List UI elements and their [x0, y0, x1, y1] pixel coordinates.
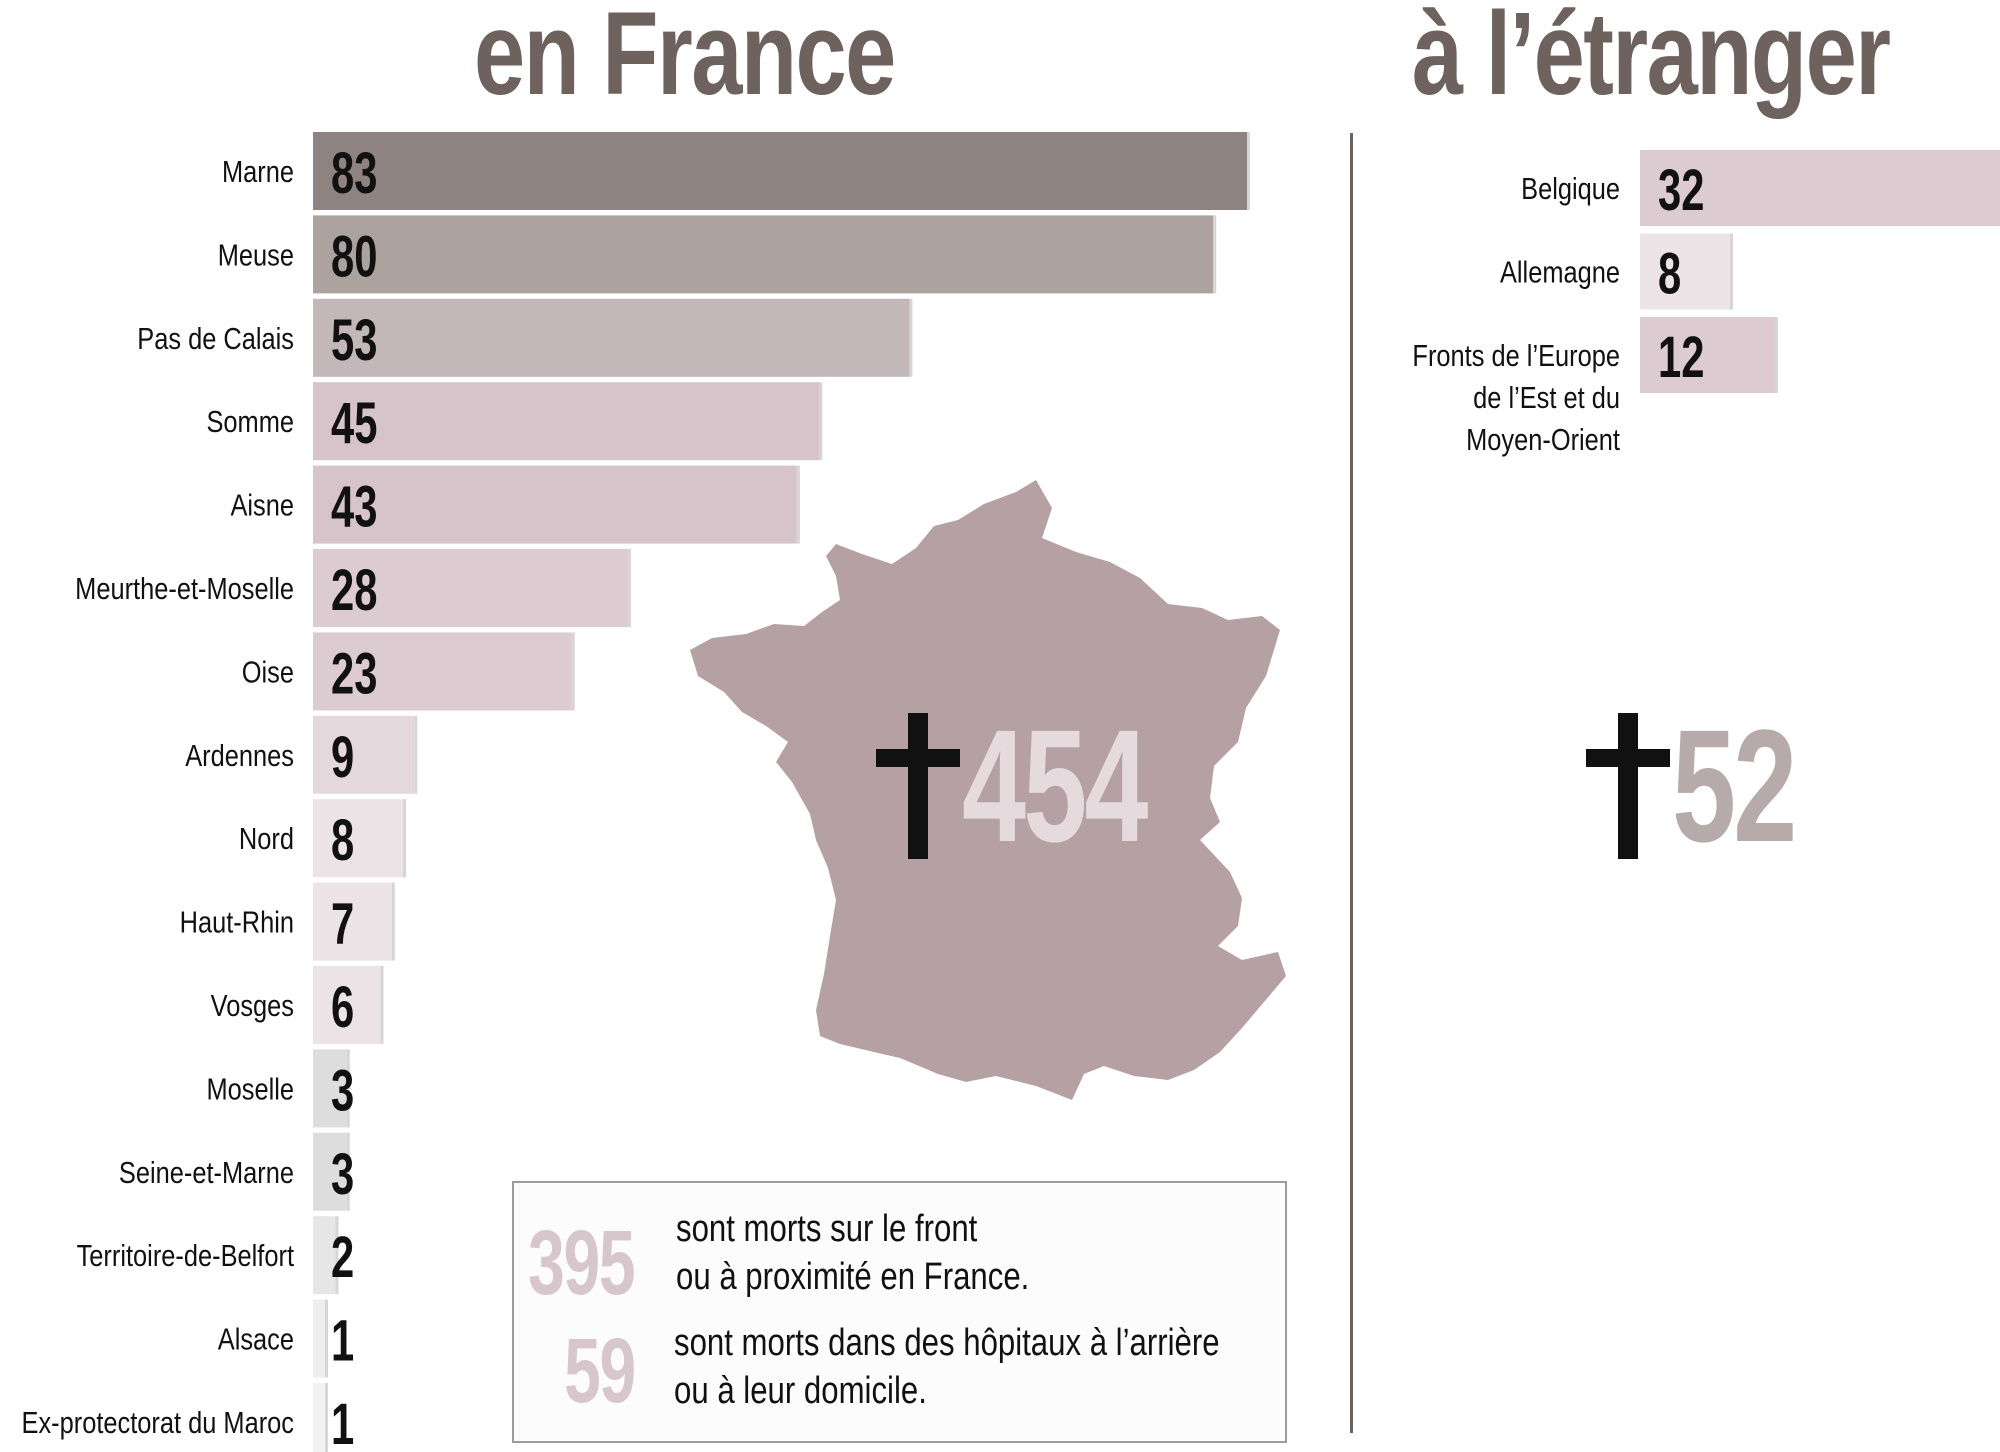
- bar: [1640, 233, 1730, 310]
- category-label: Territoire-de-Belfort: [77, 1239, 295, 1274]
- bar-shadow: [335, 1216, 339, 1295]
- bar: [313, 966, 381, 1044]
- bar-shadow: [796, 465, 800, 544]
- hospital-text-line: ou à leur domicile.: [674, 1370, 927, 1412]
- bar-shadow: [1213, 215, 1217, 294]
- bar: [313, 132, 1247, 210]
- france-map-icon: [690, 480, 1286, 1100]
- value-label: 1: [331, 1308, 354, 1373]
- bar-shadow: [325, 1383, 328, 1452]
- value-label: 12: [1658, 324, 1704, 389]
- value-label: 8: [331, 807, 354, 872]
- bar-shadow: [380, 966, 384, 1044]
- total-france: 454: [876, 706, 1217, 866]
- category-label: Moyen-Orient: [1466, 423, 1620, 458]
- category-label: Marne: [222, 155, 294, 190]
- category-label: de l’Est et du: [1473, 381, 1620, 416]
- bar-shadow: [403, 799, 407, 878]
- bar: [313, 382, 820, 461]
- bar-shadow: [346, 1049, 350, 1128]
- value-label: 83: [331, 140, 377, 205]
- bar: [313, 1132, 347, 1211]
- bar-shadow: [325, 1299, 328, 1378]
- bar: [313, 799, 404, 878]
- value-label: 45: [331, 390, 377, 455]
- bar: [313, 632, 572, 711]
- category-label: Allemagne: [1500, 255, 1620, 290]
- value-label: 32: [1658, 157, 1704, 222]
- category-label: Belgique: [1521, 172, 1620, 207]
- bar: [313, 1049, 347, 1128]
- category-label: Somme: [206, 405, 294, 440]
- value-label: 6: [331, 974, 354, 1039]
- category-label: Meurthe-et-Moselle: [75, 572, 294, 607]
- bar: [1640, 150, 2000, 226]
- bar-shadow: [1247, 132, 1250, 210]
- bar: [1640, 317, 1775, 393]
- front-count: 395: [528, 1212, 636, 1314]
- bar-shadow: [391, 882, 395, 961]
- category-label: Aisne: [230, 488, 294, 523]
- front-text-line: ou à proximité en France.: [676, 1256, 1030, 1298]
- bar: [313, 1299, 325, 1378]
- bar-shadow: [819, 382, 823, 461]
- bar-shadow: [909, 298, 913, 377]
- category-label: Nord: [239, 822, 294, 857]
- total-abroad: 52: [1586, 706, 1842, 866]
- value-label: 8: [1658, 241, 1681, 306]
- category-label: Alsace: [218, 1322, 294, 1357]
- bar-shadow: [628, 549, 632, 627]
- total-france-value: 454: [962, 696, 1148, 875]
- bar-shadow: [1775, 317, 1778, 393]
- value-label: 53: [331, 307, 377, 372]
- bar: [313, 882, 392, 961]
- category-label: Oise: [242, 655, 294, 690]
- category-label: Haut-Rhin: [180, 905, 294, 940]
- value-label: 28: [331, 557, 377, 622]
- bar-shadow: [1730, 233, 1733, 310]
- hospital-text-line: sont morts dans des hôpitaux à l’arrière: [674, 1322, 1220, 1364]
- bar: [313, 549, 629, 627]
- front-text-line: sont morts sur le front: [676, 1208, 978, 1250]
- bar: [313, 465, 797, 544]
- category-label: Meuse: [218, 238, 294, 273]
- bar: [313, 1216, 336, 1295]
- cross-icon: [876, 713, 960, 859]
- summary-box: 395 sont morts sur le front ou à proximi…: [512, 1181, 1287, 1443]
- category-label: Fronts de l’Europe: [1412, 339, 1620, 374]
- hospital-text: sont morts dans des hôpitaux à l’arrière…: [674, 1319, 1220, 1415]
- value-label: 1: [331, 1391, 354, 1452]
- bar: [313, 215, 1214, 294]
- cross-icon: [1586, 713, 1670, 859]
- bar: [313, 298, 910, 377]
- column-divider: [1350, 133, 1353, 1433]
- category-label: Moselle: [206, 1072, 294, 1107]
- bar-shadow: [571, 632, 575, 711]
- value-label: 43: [331, 474, 377, 539]
- category-label: Pas de Calais: [137, 321, 294, 356]
- value-label: 23: [331, 641, 377, 706]
- value-label: 3: [331, 1141, 354, 1206]
- value-label: 80: [331, 224, 377, 289]
- category-label: Seine-et-Marne: [119, 1155, 294, 1190]
- value-label: 9: [331, 724, 354, 789]
- bar: [313, 715, 415, 794]
- heading-france: en France: [474, 0, 896, 120]
- bar-shadow: [414, 715, 418, 794]
- value-label: 3: [331, 1058, 354, 1123]
- value-label: 7: [331, 891, 354, 956]
- hospital-count: 59: [564, 1320, 636, 1422]
- total-abroad-value: 52: [1672, 696, 1797, 875]
- heading-abroad: à l’étranger: [1412, 0, 1891, 120]
- category-label: Ex-protectorat du Maroc: [22, 1406, 294, 1441]
- value-label: 2: [331, 1224, 354, 1289]
- category-label: Ardennes: [185, 738, 294, 773]
- bar: [313, 1383, 325, 1452]
- front-text: sont morts sur le front ou à proximité e…: [676, 1205, 1029, 1301]
- bar-shadow: [346, 1132, 350, 1211]
- category-label: Vosges: [211, 989, 294, 1024]
